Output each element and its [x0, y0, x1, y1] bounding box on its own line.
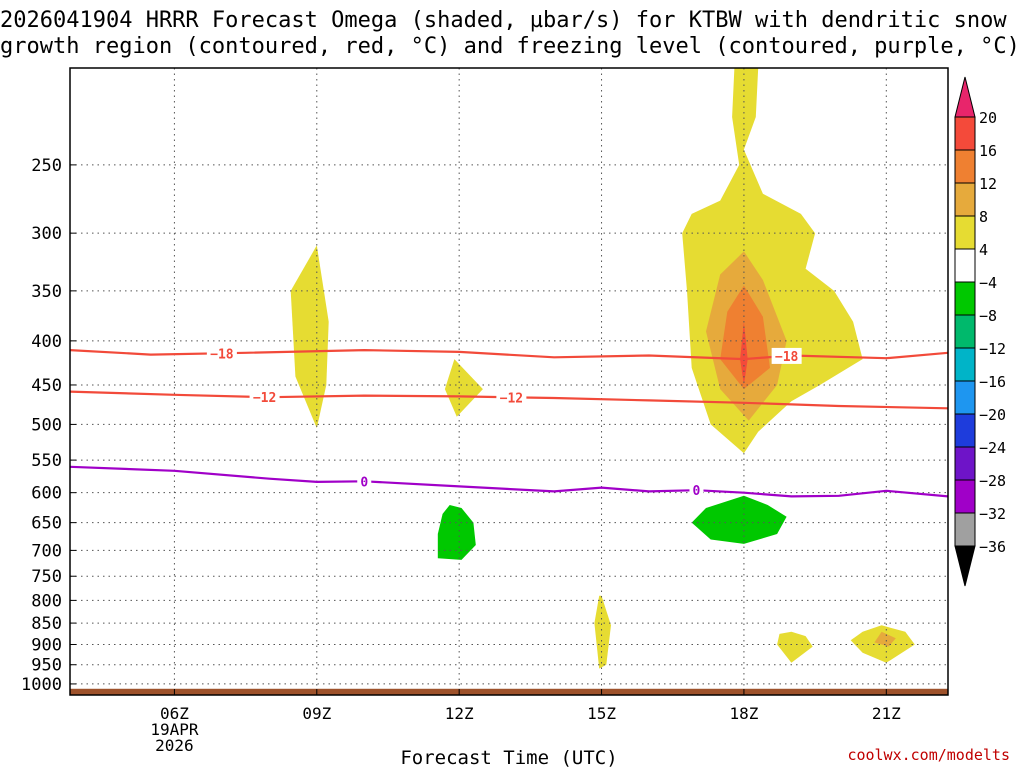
omega-region-4-4 — [777, 631, 813, 663]
y-tick-label-250: 250 — [31, 156, 62, 176]
omega-region-4-0 — [290, 245, 329, 429]
colorbar-segment-12 — [954, 479, 976, 514]
y-tick-label-750: 750 — [31, 567, 62, 587]
terrain-surface — [70, 688, 948, 695]
colorbar-segment-3 — [954, 182, 976, 217]
y-tick-label-600: 600 — [31, 484, 62, 504]
colorbar-label-3: 8 — [979, 208, 988, 226]
y-tick-label-500: 500 — [31, 415, 62, 435]
colorbar-label-10: −24 — [979, 439, 1006, 457]
chart-title: 2026041904 HRRR Forecast Omega (shaded, … — [0, 8, 1020, 60]
colorbar-segment-6 — [954, 281, 976, 316]
colorbar-label-4: 4 — [979, 241, 988, 259]
y-tick-label-300: 300 — [31, 224, 62, 244]
colorbar-segment-2 — [954, 149, 976, 184]
y-tick-label-700: 700 — [31, 541, 62, 561]
colorbar-label-11: −28 — [979, 472, 1006, 490]
colorbar-label-9: −20 — [979, 406, 1006, 424]
x-tick-label-06Z: 06Z — [160, 704, 189, 723]
colorbar-label-5: −4 — [979, 274, 997, 292]
omega-region-8-8 — [874, 631, 896, 647]
omega-region-4-2 — [594, 595, 611, 669]
y-tick-label-350: 350 — [31, 282, 62, 302]
y-tick-label-900: 900 — [31, 635, 62, 655]
colorbar-segment-10 — [954, 413, 976, 448]
colorbar-label-13: −36 — [979, 538, 1006, 556]
colorbar-segment-5 — [954, 248, 976, 283]
colorbar-top-triangle — [954, 76, 976, 118]
x-axis-title: Forecast Time (UTC) — [400, 747, 617, 768]
contour-label-bg-freezing-0 — [357, 473, 372, 490]
x-tick-label-18Z: 18Z — [729, 704, 758, 723]
y-tick-label-950: 950 — [31, 656, 62, 676]
title-line-2: growth region (contoured, red, °C) and f… — [0, 34, 1020, 59]
omega-region-16-9 — [740, 321, 748, 385]
colorbar-segment-9 — [954, 380, 976, 415]
contour-label-bg-freezing-1 — [689, 482, 704, 499]
contour-label-bg-dendritic-0 — [206, 345, 237, 362]
colorbar-label-6: −8 — [979, 307, 997, 325]
colorbar-label-1: 16 — [979, 142, 997, 160]
contour-label-dendritic-0: −18 — [210, 347, 234, 362]
colorbar-bottom-triangle — [954, 545, 976, 587]
colorbar-label-8: −16 — [979, 373, 1006, 391]
y-tick-label-850: 850 — [31, 614, 62, 634]
x-tick-label-09Z: 09Z — [302, 704, 331, 723]
plot-layer: −18 −18 −12 −12 0 0 — [70, 68, 948, 695]
contour-label-dendritic-0: −12 — [253, 391, 276, 406]
omega-region-neg4-11 — [691, 495, 787, 544]
contour-label-dendritic-1: −12 — [500, 391, 523, 406]
x-tick-label-21Z: 21Z — [872, 704, 901, 723]
x-tick-label-15Z: 15Z — [587, 704, 616, 723]
title-line-1: 2026041904 HRRR Forecast Omega (shaded, … — [0, 8, 1007, 33]
omega-region-neg4-10 — [437, 505, 476, 560]
colorbar-label-0: 20 — [979, 109, 997, 127]
colorbar-segment-11 — [954, 446, 976, 481]
y-tick-label-450: 450 — [31, 376, 62, 396]
omega-region-4-1 — [444, 359, 483, 417]
colorbar-segment-4 — [954, 215, 976, 250]
contour-label-bg-dendritic-0 — [249, 389, 280, 406]
contour-label-bg-dendritic-1 — [496, 389, 527, 406]
colorbar-segment-1 — [954, 116, 976, 151]
colorbar-segment-13 — [954, 512, 976, 547]
colorbar-segment-8 — [954, 347, 976, 382]
contour-freezing-0 — [70, 465, 948, 498]
colorbar-segment-7 — [954, 314, 976, 349]
x-tick-sublabel-1: 2026 — [155, 736, 194, 755]
x-tick-sublabel-0: 19APR — [150, 720, 199, 739]
contour-label-freezing-0: 0 — [360, 475, 368, 490]
y-tick-label-400: 400 — [31, 332, 62, 352]
plot-frame — [69, 67, 949, 696]
colorbar-label-7: −12 — [979, 340, 1006, 358]
colorbar-label-12: −32 — [979, 505, 1006, 523]
x-tick-label-12Z: 12Z — [445, 704, 474, 723]
contour-label-bg-dendritic-1 — [771, 347, 802, 364]
colorbar-label-2: 12 — [979, 175, 997, 193]
y-tick-label-1000: 1000 — [21, 675, 62, 695]
credit-link[interactable]: coolwx.com/modelts — [847, 746, 1010, 764]
contour-label-freezing-1: 0 — [693, 484, 701, 499]
y-tick-label-800: 800 — [31, 591, 62, 611]
contour-label-dendritic-1: −18 — [775, 350, 799, 365]
y-tick-label-650: 650 — [31, 514, 62, 534]
y-tick-label-550: 550 — [31, 451, 62, 471]
